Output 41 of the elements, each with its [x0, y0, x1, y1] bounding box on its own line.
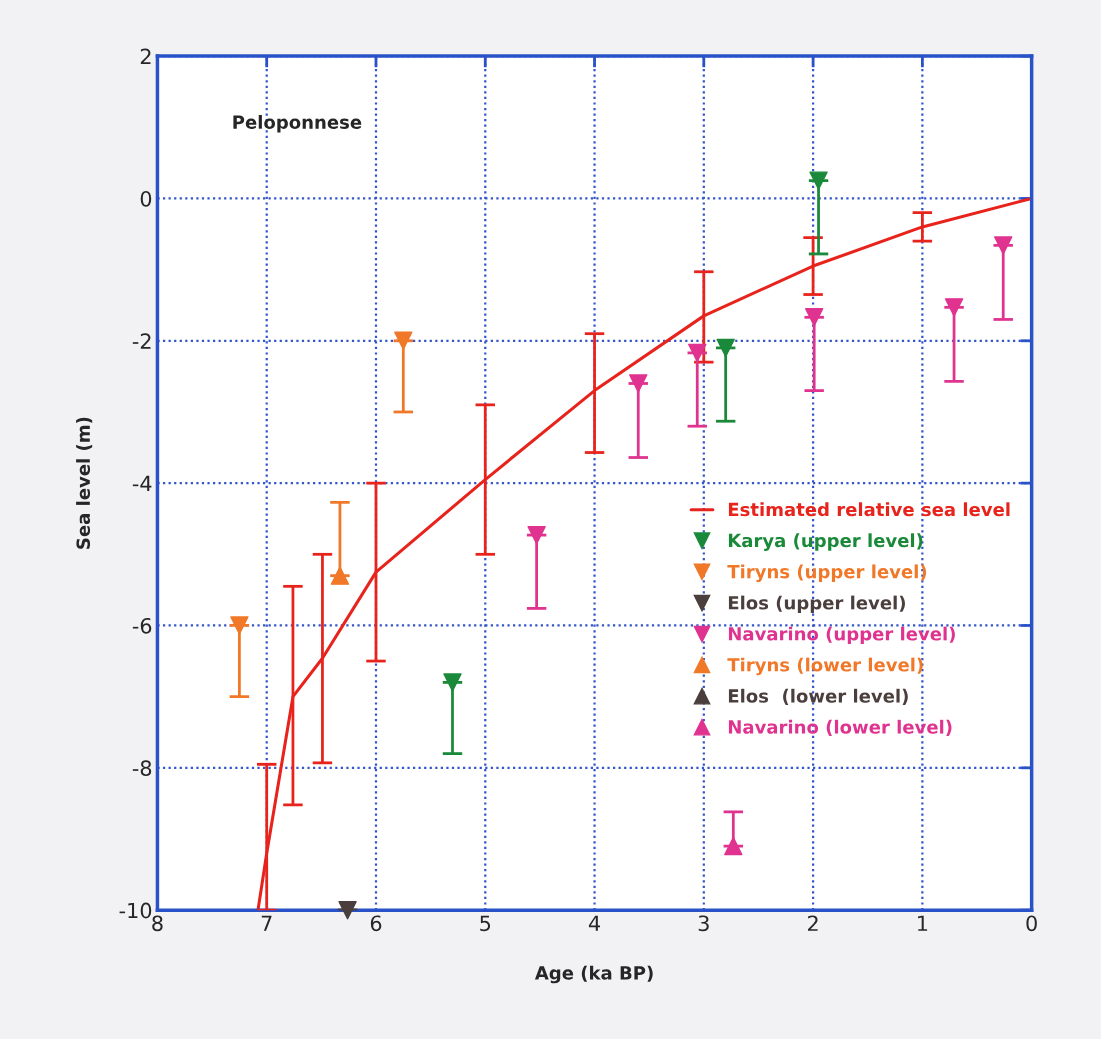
point [230, 616, 249, 635]
x-tick-label: 8 [152, 915, 163, 932]
point [330, 566, 350, 585]
x-tick-label: 1 [918, 915, 928, 931]
x-tick-label: 5 [480, 915, 491, 932]
x-tick-label: 7 [261, 915, 272, 931]
point [944, 298, 964, 317]
legend-label: Elos (lower level) [728, 688, 908, 705]
x-tick-label: 4 [588, 915, 600, 931]
y-tick-label: 0 [140, 190, 152, 207]
point [338, 900, 357, 920]
legend-label: Estimated relative sea level [728, 502, 1010, 517]
x-tick-label: 2 [807, 915, 818, 931]
point [688, 343, 707, 363]
y-tick-label: -2 [132, 333, 151, 349]
point [716, 338, 735, 358]
point [804, 308, 824, 327]
point [527, 525, 546, 545]
point [443, 673, 462, 692]
point [994, 236, 1013, 255]
legend-label: Tiryns (lower level) [727, 657, 923, 676]
y-tick-label: -6 [132, 617, 152, 634]
annotation: Peloponnese [233, 114, 362, 133]
x-tick-label: 3 [698, 915, 709, 932]
y-tick-label: -4 [132, 475, 152, 492]
y-tick-label: -10 [119, 902, 152, 919]
legend-label: Tiryns (upper level) [727, 564, 927, 583]
x-axis-title: Age (ka BP) [534, 965, 653, 984]
point [394, 331, 413, 350]
y-axis-title: Sea level (m) [76, 417, 93, 549]
point [809, 171, 828, 190]
y-tick-label: -8 [132, 760, 152, 777]
x-tick-label: 6 [370, 915, 382, 932]
x-tick-label: 0 [1026, 915, 1037, 932]
legend-label: Navarino (upper level) [728, 626, 955, 645]
y-tick-label: 2 [140, 48, 151, 65]
point [724, 836, 743, 856]
point [629, 374, 648, 393]
legend-label: Navarino (lower level) [728, 719, 952, 736]
legend-label: Karya (upper level) [728, 533, 923, 551]
legend-label: Elos (upper level) [728, 595, 905, 614]
